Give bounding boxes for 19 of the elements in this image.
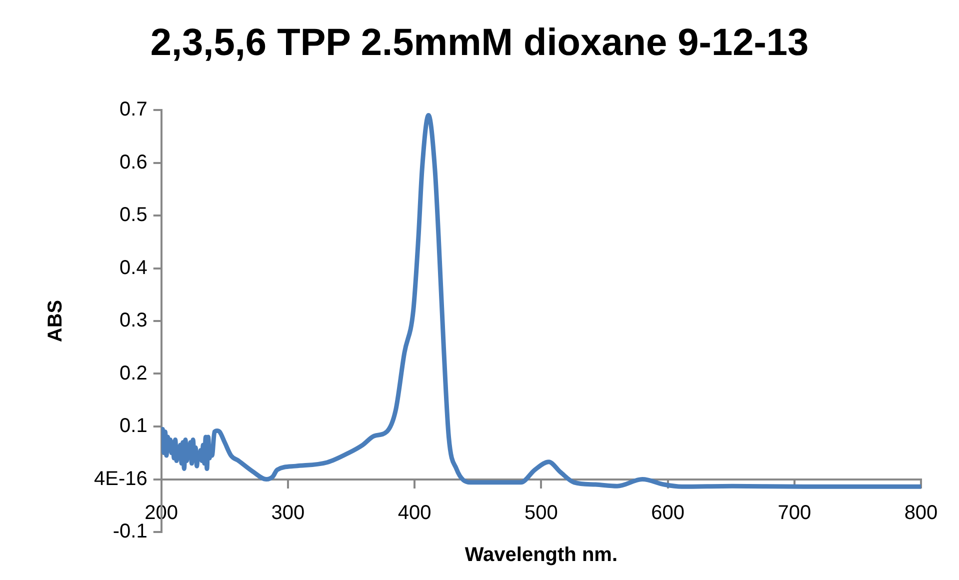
x-tick-label: 500 bbox=[524, 502, 558, 524]
x-tick-label: 800 bbox=[904, 502, 938, 524]
y-tick-label: 0.4 bbox=[120, 256, 148, 279]
y-tick-label: 0.7 bbox=[120, 98, 148, 121]
y-tick-label: 4E-16 bbox=[94, 468, 148, 490]
x-tick-label: 400 bbox=[398, 502, 432, 524]
x-tick-label: 200 bbox=[144, 502, 178, 524]
chart-title: 2,3,5,6 TPP 2.5mmM dioxane 9-12-13 bbox=[149, 22, 810, 65]
y-tick-label: 0.3 bbox=[120, 310, 148, 332]
y-tick-label: 0.6 bbox=[120, 151, 148, 174]
y-tick-label: 0.2 bbox=[120, 362, 148, 384]
x-tick-label: 700 bbox=[778, 502, 812, 524]
y-axis-title: ABS bbox=[44, 300, 67, 342]
x-tick-label: 300 bbox=[271, 502, 305, 524]
x-tick-label: 600 bbox=[651, 502, 684, 524]
y-tick-label: -0.1 bbox=[112, 520, 148, 543]
y-tick-label: 0.1 bbox=[120, 415, 148, 438]
y-tick-label: 0.5 bbox=[120, 204, 148, 226]
x-axis-title: Wavelength nm. bbox=[464, 544, 618, 566]
